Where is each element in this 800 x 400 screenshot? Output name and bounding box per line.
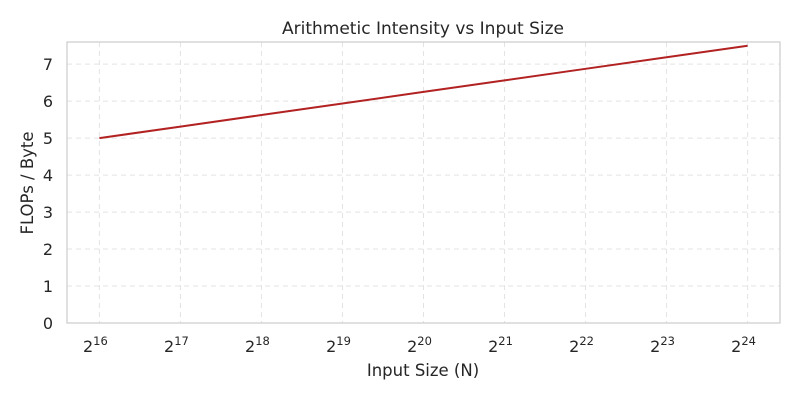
- y-axis-label: FLOPs / Byte: [18, 131, 37, 234]
- x-tick-label: 217: [164, 334, 189, 356]
- x-tick-label: 220: [407, 334, 432, 356]
- grid: [67, 42, 780, 324]
- x-tick-label: 221: [488, 334, 513, 356]
- y-tick-labels: 0 1 2 3 4 5 6 7: [43, 55, 53, 333]
- y-tick-label: 4: [43, 166, 53, 185]
- x-tick-label: 222: [569, 334, 594, 356]
- plot-area-frame: [66, 41, 781, 324]
- chart-title: Arithmetic Intensity vs Input Size: [282, 19, 564, 39]
- y-tick-label: 5: [43, 129, 53, 148]
- x-tick-labels: 216 217 218 219 220 221 222 223 224: [83, 334, 756, 356]
- x-tick-label: 218: [245, 334, 270, 356]
- x-tick-label: 216: [83, 334, 108, 356]
- x-tick-label: 219: [326, 334, 351, 356]
- y-tick-label: 3: [43, 203, 53, 222]
- y-tick-label: 7: [43, 55, 53, 74]
- x-tick-label: 224: [731, 334, 756, 356]
- x-axis-label: Input Size (N): [367, 361, 479, 380]
- y-tick-label: 6: [43, 92, 53, 111]
- x-tick-label: 223: [650, 334, 675, 356]
- series-layer: [99, 44, 748, 140]
- y-tick-label: 2: [43, 240, 53, 259]
- y-tick-label: 1: [43, 277, 53, 296]
- series-line: [99, 44, 748, 140]
- y-tick-label: 0: [43, 314, 53, 333]
